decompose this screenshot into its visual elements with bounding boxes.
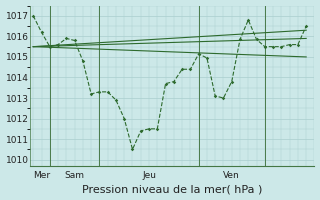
Text: Mer: Mer xyxy=(33,171,50,180)
Text: Sam: Sam xyxy=(65,171,84,180)
Text: Jeu: Jeu xyxy=(142,171,156,180)
X-axis label: Pression niveau de la mer( hPa ): Pression niveau de la mer( hPa ) xyxy=(82,184,262,194)
Text: Ven: Ven xyxy=(223,171,240,180)
